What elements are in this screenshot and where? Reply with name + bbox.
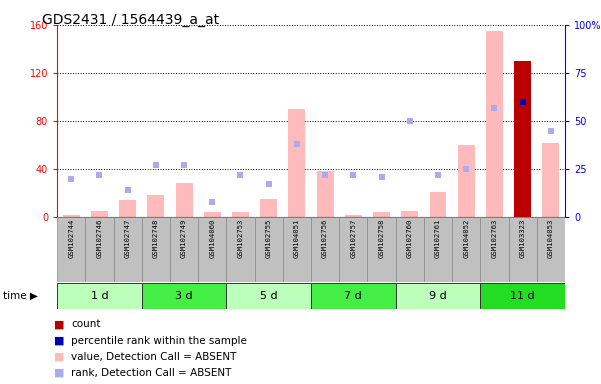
Bar (424, 217, 452, 282)
Text: GDS2431 / 1564439_a_at: GDS2431 / 1564439_a_at (42, 13, 219, 27)
Bar (486, 31, 503, 217)
Text: GSM102749: GSM102749 (181, 219, 187, 258)
Bar (514, 61, 531, 217)
Text: GSM104051: GSM104051 (294, 219, 300, 258)
Bar (227, 217, 255, 282)
Text: GSM102760: GSM102760 (407, 219, 413, 258)
Bar (317, 171, 334, 217)
Bar (480, 283, 565, 309)
Text: GSM102763: GSM102763 (492, 219, 498, 258)
Text: 7 d: 7 d (344, 291, 362, 301)
Bar (288, 109, 305, 217)
Text: GSM102755: GSM102755 (266, 219, 272, 258)
Text: GSM102744: GSM102744 (68, 219, 74, 258)
Bar (91, 211, 108, 217)
Bar (260, 199, 277, 217)
Text: GSM104053: GSM104053 (548, 219, 554, 258)
Text: ■: ■ (54, 352, 64, 362)
Bar (508, 217, 537, 282)
Bar (119, 200, 136, 217)
Bar (204, 212, 221, 217)
Bar (63, 215, 80, 217)
Bar (373, 212, 390, 217)
Text: GSM102747: GSM102747 (124, 219, 130, 258)
Text: GSM102753: GSM102753 (237, 219, 243, 258)
Text: GSM102746: GSM102746 (96, 219, 102, 258)
Bar (85, 217, 114, 282)
Bar (147, 195, 164, 217)
Text: GSM102757: GSM102757 (350, 219, 356, 258)
Bar (345, 215, 362, 217)
Bar (458, 145, 475, 217)
Text: GSM103323: GSM103323 (520, 219, 526, 258)
Bar (542, 142, 560, 217)
Bar (255, 217, 283, 282)
Text: ■: ■ (54, 336, 64, 346)
Text: value, Detection Call = ABSENT: value, Detection Call = ABSENT (71, 352, 236, 362)
Bar (401, 211, 418, 217)
Text: GSM102748: GSM102748 (153, 219, 159, 258)
Bar (142, 217, 170, 282)
Bar (395, 283, 480, 309)
Text: count: count (71, 319, 100, 329)
Bar (339, 217, 367, 282)
Bar (170, 217, 198, 282)
Text: GSM102761: GSM102761 (435, 219, 441, 258)
Text: GSM102756: GSM102756 (322, 219, 328, 258)
Bar (198, 217, 227, 282)
Text: rank, Detection Call = ABSENT: rank, Detection Call = ABSENT (71, 368, 231, 378)
Bar (283, 217, 311, 282)
Bar (232, 212, 249, 217)
Text: 5 d: 5 d (260, 291, 278, 301)
Text: GSM104052: GSM104052 (463, 219, 469, 258)
Text: ■: ■ (54, 319, 64, 329)
Text: time ▶: time ▶ (3, 291, 38, 301)
Bar (57, 217, 85, 282)
Bar (114, 217, 142, 282)
Text: 9 d: 9 d (429, 291, 447, 301)
Bar (367, 217, 395, 282)
Bar (227, 283, 311, 309)
Text: 3 d: 3 d (175, 291, 193, 301)
Bar (142, 283, 227, 309)
Bar (430, 192, 447, 217)
Text: 1 d: 1 d (91, 291, 108, 301)
Bar (514, 171, 531, 217)
Bar (452, 217, 480, 282)
Bar (311, 283, 395, 309)
Text: percentile rank within the sample: percentile rank within the sample (71, 336, 247, 346)
Bar (311, 217, 339, 282)
Text: GSM104060: GSM104060 (209, 219, 215, 258)
Bar (175, 184, 192, 217)
Bar (57, 283, 142, 309)
Bar (480, 217, 508, 282)
Bar (537, 217, 565, 282)
Text: ■: ■ (54, 368, 64, 378)
Text: GSM102758: GSM102758 (379, 219, 385, 258)
Bar (395, 217, 424, 282)
Text: 11 d: 11 d (510, 291, 535, 301)
